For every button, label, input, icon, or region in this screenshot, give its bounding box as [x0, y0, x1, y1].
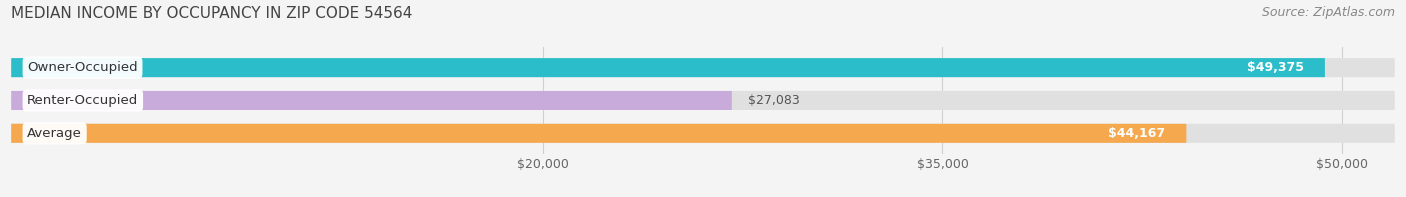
FancyBboxPatch shape	[11, 91, 1395, 110]
FancyBboxPatch shape	[11, 58, 1324, 77]
Text: Source: ZipAtlas.com: Source: ZipAtlas.com	[1261, 6, 1395, 19]
Text: $44,167: $44,167	[1108, 127, 1166, 140]
Text: Owner-Occupied: Owner-Occupied	[27, 61, 138, 74]
Text: MEDIAN INCOME BY OCCUPANCY IN ZIP CODE 54564: MEDIAN INCOME BY OCCUPANCY IN ZIP CODE 5…	[11, 6, 412, 21]
Text: Average: Average	[27, 127, 82, 140]
Text: $27,083: $27,083	[748, 94, 800, 107]
Text: Renter-Occupied: Renter-Occupied	[27, 94, 138, 107]
FancyBboxPatch shape	[11, 91, 731, 110]
Text: $49,375: $49,375	[1247, 61, 1303, 74]
FancyBboxPatch shape	[11, 58, 1395, 77]
FancyBboxPatch shape	[11, 124, 1187, 143]
FancyBboxPatch shape	[11, 124, 1395, 143]
